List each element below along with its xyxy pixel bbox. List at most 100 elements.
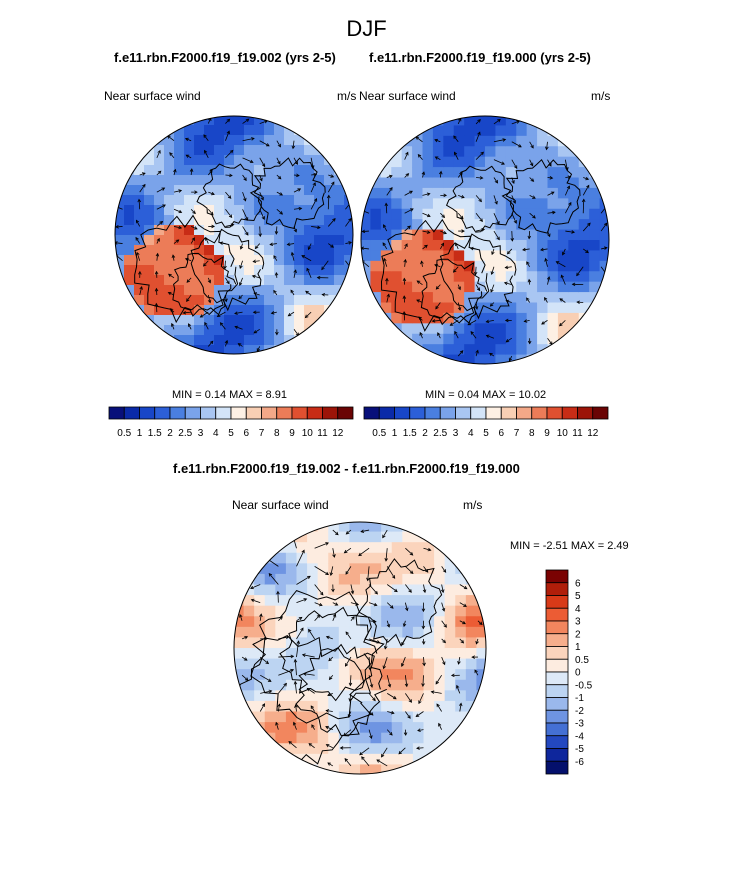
map-a-cell — [214, 165, 225, 176]
map-c-wind-vector-head — [442, 569, 447, 573]
map-a-wind-vector — [225, 174, 233, 177]
map-a-cell — [284, 315, 295, 326]
map-a-cell — [284, 215, 295, 226]
colorbar-diff-tick-label: -3 — [575, 719, 584, 730]
map-a-cell — [115, 165, 125, 176]
map-a-wind-vector-head — [178, 189, 183, 193]
map-b-wind-vector — [583, 177, 589, 180]
map-c-cell — [338, 679, 351, 691]
map-c-cell — [360, 722, 372, 734]
map-a-cell — [115, 215, 125, 226]
map-c-cell — [275, 764, 287, 774]
map-b-wind-vector — [507, 248, 513, 255]
map-a-cell — [174, 195, 185, 206]
map-c-wind-vector — [314, 602, 323, 606]
map-b-wind-vector — [455, 242, 459, 250]
map-b-wind-vector-head — [527, 278, 532, 283]
map-c-cell — [328, 700, 340, 713]
map-b-cell — [474, 302, 486, 314]
map-c-wind-vector — [435, 674, 442, 685]
map-b-cell — [599, 156, 609, 168]
map-b-cell — [537, 146, 549, 158]
map-b-wind-vector — [511, 120, 520, 125]
map-a-cell — [174, 325, 185, 336]
map-a-wind-vector-head — [202, 263, 207, 267]
map-c-cell — [328, 764, 340, 774]
map-a-wind-vector-head — [135, 236, 139, 241]
map-b-wind-vector-head — [530, 178, 535, 182]
map-a-wind-vector-head — [157, 149, 161, 154]
map-a-cell — [144, 275, 155, 286]
map-a-cell — [244, 305, 255, 316]
map-c-wind-vector-head — [405, 607, 409, 612]
map-b-wind-vector-head — [416, 299, 420, 303]
map-a-wind-vector — [291, 252, 295, 261]
map-c-cell — [444, 679, 456, 691]
map-b-cell — [453, 198, 465, 210]
map-b-wind-vector-head — [485, 319, 490, 324]
map-c-wind-vector-head — [279, 616, 283, 620]
map-a-wind-vector-head — [167, 291, 172, 296]
map-c-cell — [349, 616, 361, 628]
map-b-cell — [485, 177, 497, 189]
map-c-cell — [465, 743, 478, 755]
map-c-cell — [264, 522, 276, 533]
map-b-cell — [391, 260, 403, 272]
map-c-cell — [349, 605, 361, 617]
map-b-cell — [401, 177, 413, 189]
map-a-cell — [224, 185, 235, 196]
map-c-cell — [317, 531, 329, 543]
map-a-cell — [214, 116, 225, 126]
map-a-wind-vector — [311, 173, 317, 176]
map-a-cell — [294, 305, 305, 316]
map-c-cell — [285, 584, 298, 596]
map-b-wind-vector — [404, 152, 409, 160]
map-c-wind-vector-head — [450, 673, 455, 678]
map-c-cell — [370, 552, 382, 564]
map-a-cell — [264, 135, 275, 146]
map-c-cell — [476, 637, 486, 649]
map-c-cell — [234, 616, 245, 628]
map-c-wind-vector — [441, 656, 446, 665]
map-a-cell — [244, 175, 255, 186]
map-a-cell — [154, 185, 165, 196]
map-b-cell — [401, 146, 413, 158]
map-b-wind-vector-head — [555, 261, 560, 265]
map-b-cell — [505, 208, 517, 220]
map-c-cell — [328, 573, 340, 586]
map-b-cell — [464, 187, 476, 199]
map-c-cell — [307, 743, 319, 755]
map-b-cell — [568, 333, 580, 345]
map-b-cell — [516, 177, 528, 189]
map-c-cell — [234, 743, 245, 755]
map-c-cell — [338, 584, 351, 596]
map-a-cell — [344, 135, 353, 146]
map-b-cell — [537, 292, 549, 304]
map-a-cell — [304, 205, 315, 216]
map-c-cell — [234, 722, 245, 734]
map-b-wind-vector-head — [461, 229, 465, 233]
map-b-cell — [453, 354, 465, 364]
map-a-wind-vector — [225, 294, 227, 302]
colorbar-a: 0.5 1 1.5 2 2.5 3 4 5 6 7 8 9 10 11 12 — [108, 406, 354, 439]
map-b-cell — [361, 146, 372, 158]
map-a-wind-vector-head — [138, 270, 142, 275]
map-c-cell — [285, 700, 298, 713]
map-a-cell — [124, 135, 135, 146]
map-a-cell — [324, 205, 335, 216]
map-c-cell — [444, 764, 456, 774]
map-b-wind-vector — [453, 135, 459, 143]
map-c-cell — [402, 743, 414, 755]
map-c-cell — [328, 679, 340, 691]
panel-a-variable-label: Near surface wind — [104, 89, 201, 103]
map-a-cell — [214, 175, 225, 186]
map-b-wind-vector-head — [409, 208, 414, 212]
map-b-wind-vector — [511, 231, 513, 241]
map-b-cell — [485, 156, 497, 168]
map-a-wind-vector-head — [142, 183, 146, 188]
map-c-cell — [434, 753, 446, 766]
map-b-cell — [401, 271, 413, 283]
map-c-cell — [360, 700, 372, 713]
colorbar-diff-tick-label: 1 — [575, 642, 581, 653]
map-b-cell — [464, 125, 476, 137]
